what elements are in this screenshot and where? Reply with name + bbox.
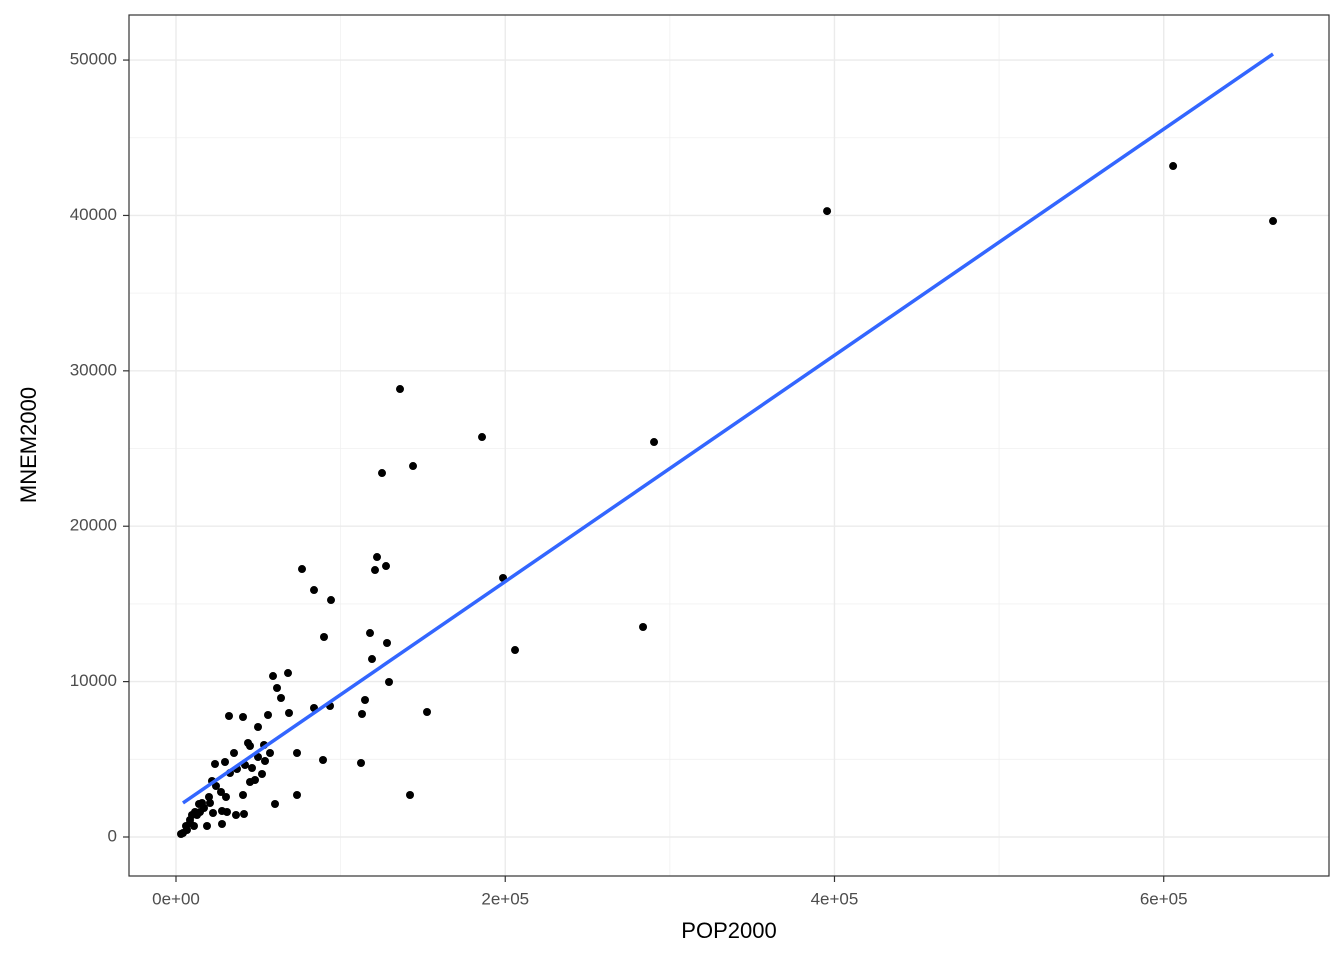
point — [261, 756, 270, 765]
point — [639, 623, 648, 632]
x-tick-label: 4e+05 — [811, 889, 859, 908]
marks — [177, 52, 1278, 838]
point — [373, 553, 382, 562]
point — [357, 759, 366, 768]
point — [221, 758, 230, 767]
point — [383, 639, 392, 648]
y-tick-label: 30000 — [70, 360, 117, 379]
trend-line — [182, 52, 1275, 805]
point — [211, 759, 220, 768]
point — [382, 562, 391, 571]
point — [409, 462, 418, 471]
point — [177, 829, 186, 838]
point — [186, 815, 195, 824]
point — [320, 633, 329, 642]
point — [203, 821, 212, 830]
point — [209, 809, 218, 818]
point — [319, 756, 328, 765]
y-tick-label: 20000 — [70, 516, 117, 535]
grid — [123, 15, 1329, 882]
point — [361, 696, 370, 705]
point — [258, 770, 267, 779]
point — [254, 753, 263, 762]
point — [310, 586, 319, 595]
y-tick-label: 50000 — [70, 50, 117, 69]
y-axis-title: MNEM2000 — [16, 387, 41, 503]
y-tick-label: 0 — [108, 826, 117, 845]
point — [239, 713, 248, 722]
point — [251, 776, 260, 785]
point — [205, 793, 214, 802]
point — [217, 787, 226, 796]
point — [232, 810, 241, 819]
x-axis-title: POP2000 — [681, 918, 776, 943]
point — [206, 798, 215, 807]
point — [273, 684, 282, 693]
point — [1269, 217, 1278, 226]
point — [266, 749, 275, 758]
point — [212, 781, 221, 790]
x-tick-label: 6e+05 — [1140, 889, 1188, 908]
point — [1169, 162, 1178, 171]
point — [284, 669, 293, 678]
point — [248, 764, 257, 773]
point — [293, 790, 302, 799]
point — [406, 790, 415, 799]
point — [823, 207, 832, 216]
point — [277, 694, 286, 703]
point — [293, 749, 302, 758]
point — [478, 433, 487, 442]
point — [223, 807, 232, 816]
point — [371, 566, 380, 575]
point — [190, 821, 199, 830]
point — [193, 810, 202, 819]
point — [246, 742, 255, 751]
point — [358, 710, 367, 719]
point — [239, 790, 248, 799]
y-tick-label: 40000 — [70, 205, 117, 224]
point — [511, 646, 520, 655]
x-tick-label: 2e+05 — [481, 889, 529, 908]
point — [368, 655, 377, 664]
point — [222, 793, 231, 802]
point — [378, 469, 387, 478]
point — [385, 678, 394, 687]
point — [218, 819, 227, 828]
point — [225, 712, 234, 721]
point — [650, 438, 659, 447]
panel-border — [128, 14, 1330, 877]
point — [327, 596, 336, 605]
x-tick-label: 0e+00 — [152, 889, 200, 908]
point — [254, 722, 263, 731]
point — [269, 672, 278, 681]
y-tick-label: 10000 — [70, 671, 117, 690]
point — [240, 810, 249, 819]
point — [396, 385, 405, 394]
point — [366, 629, 375, 638]
point — [264, 711, 273, 720]
point — [230, 749, 239, 758]
point — [423, 708, 432, 717]
point — [271, 799, 280, 808]
point — [285, 709, 294, 718]
point — [298, 565, 307, 574]
